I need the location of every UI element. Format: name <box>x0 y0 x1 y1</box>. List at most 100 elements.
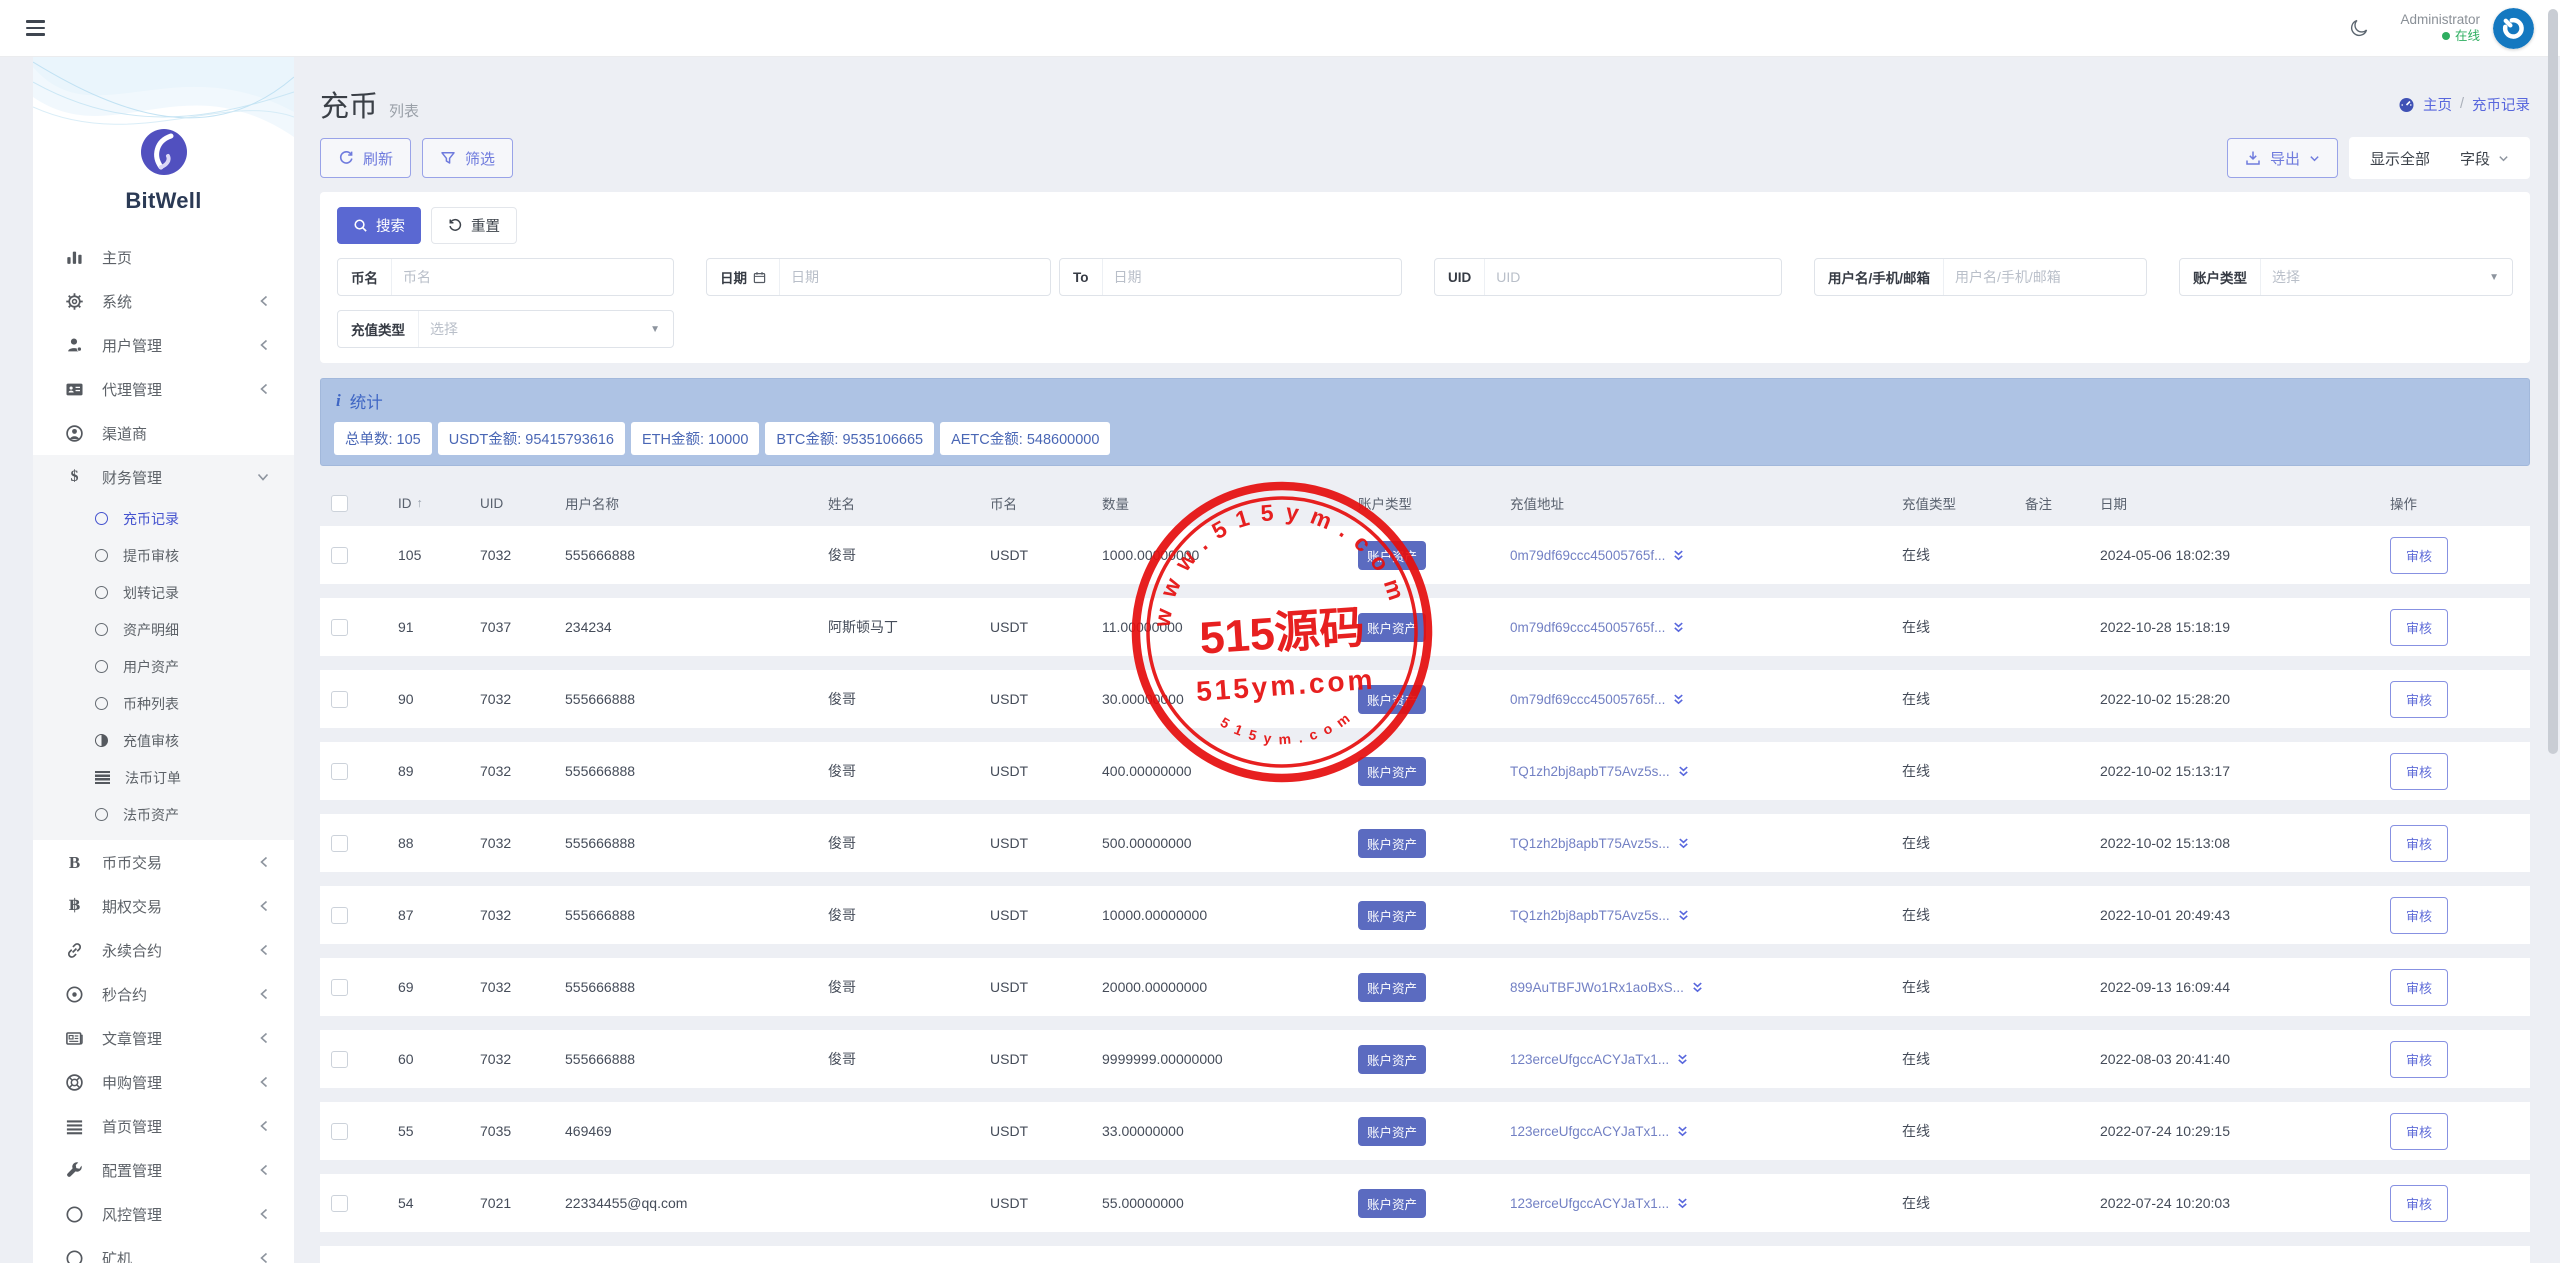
audit-button[interactable]: 审核 <box>2390 968 2449 1006</box>
sidebar-item-label: 配置管理 <box>102 1162 163 1180</box>
sidebar-item-miner[interactable]: 矿机 <box>33 1236 294 1263</box>
circledot-icon <box>63 985 86 1004</box>
audit-button[interactable]: 审核 <box>2390 536 2449 574</box>
filter-label: 用户名/手机/邮箱 <box>1815 259 1945 295</box>
row-checkbox[interactable] <box>331 906 348 924</box>
cell-amount: 30.00000000 <box>1102 691 1184 707</box>
stat-badge: ETH金额: 10000 <box>631 422 760 455</box>
account-type-select[interactable]: 选择 ▼ <box>2272 269 2499 285</box>
select-all-checkbox[interactable] <box>331 494 348 512</box>
sidebar-subitem-label: 币种列表 <box>123 695 179 712</box>
address-expand-icon[interactable] <box>1677 765 1690 778</box>
sidebar-item-coin-trade[interactable]: B 币币交易 <box>33 840 294 884</box>
menu-toggle-icon[interactable] <box>26 20 45 36</box>
sidebar-item-label: 系统 <box>102 293 133 311</box>
address-expand-icon[interactable] <box>1677 909 1690 922</box>
address-expand-icon[interactable] <box>1677 837 1690 850</box>
date-from-input[interactable] <box>780 269 1050 285</box>
sidebar-item-risk-mgmt[interactable]: 风控管理 <box>33 1192 294 1236</box>
row-checkbox[interactable] <box>331 1050 348 1068</box>
audit-button[interactable]: 审核 <box>2390 1040 2449 1078</box>
scrollbar-thumb[interactable] <box>2548 9 2558 754</box>
breadcrumb-current[interactable]: 充币记录 <box>2472 97 2530 114</box>
audit-button[interactable]: 审核 <box>2390 1112 2449 1150</box>
chevron-left-icon <box>258 1163 270 1177</box>
sidebar-subitem-deposit-records[interactable]: 充币记录 <box>33 500 294 537</box>
sidebar-item-finance-mgmt[interactable]: $ 财务管理 <box>33 455 294 499</box>
sidebar-item-second-contract[interactable]: 秒合约 <box>33 972 294 1016</box>
sidebar-subitem-user-assets[interactable]: 用户资产 <box>33 648 294 685</box>
sidebar-item-subscribe-mgmt[interactable]: 申购管理 <box>33 1060 294 1104</box>
sidebar-subitem-withdraw-review[interactable]: 提币审核 <box>33 537 294 574</box>
sidebar-item-channel[interactable]: 渠道商 <box>33 411 294 455</box>
row-checkbox[interactable] <box>331 1122 348 1140</box>
uid-input[interactable] <box>1485 269 1781 285</box>
filter-button[interactable]: 筛选 <box>422 138 514 178</box>
address-expand-icon[interactable] <box>1672 693 1685 706</box>
sidebar-subitem-coin-list[interactable]: 币种列表 <box>33 685 294 722</box>
audit-button[interactable]: 审核 <box>2390 608 2449 646</box>
cell-amount: 400.00000000 <box>1102 763 1192 779</box>
brand-logo <box>140 129 187 175</box>
audit-button[interactable]: 审核 <box>2390 752 2449 790</box>
sidebar-item-user-mgmt[interactable]: 用户管理 <box>33 323 294 367</box>
sidebar-item-article-mgmt[interactable]: 文章管理 <box>33 1016 294 1060</box>
audit-button[interactable]: 审核 <box>2390 680 2449 718</box>
sidebar-subitem-recharge-review[interactable]: 充值审核 <box>33 722 294 759</box>
refresh-button[interactable]: 刷新 <box>320 138 412 178</box>
row-checkbox[interactable] <box>331 546 348 564</box>
address-expand-icon[interactable] <box>1676 1125 1689 1138</box>
row-checkbox[interactable] <box>331 834 348 852</box>
export-button[interactable]: 导出 <box>2226 138 2338 178</box>
sidebar-item-config-mgmt[interactable]: 配置管理 <box>33 1148 294 1192</box>
audit-button[interactable]: 审核 <box>2390 896 2449 934</box>
recharge-type-select[interactable]: 选择 ▼ <box>430 321 660 337</box>
user-status: 在线 <box>2400 29 2480 45</box>
sidebar-subitem-label: 划转记录 <box>123 584 179 601</box>
column-header: ID ↑ <box>398 495 423 511</box>
cell-uid: 7032 <box>480 691 512 707</box>
fields-button[interactable]: 字段 <box>2445 137 2524 179</box>
address-expand-icon[interactable] <box>1691 981 1704 994</box>
row-checkbox[interactable] <box>331 618 348 636</box>
cell-coin: USDT <box>990 1123 1029 1139</box>
address-expand-icon[interactable] <box>1672 549 1685 562</box>
idcard-icon <box>63 380 86 399</box>
radio-icon <box>95 623 108 636</box>
page-scrollbar[interactable] <box>2548 4 2558 1259</box>
sidebar-subitem-fiat-assets[interactable]: 法币资产 <box>33 796 294 833</box>
address-expand-icon[interactable] <box>1676 1053 1689 1066</box>
cell-recharge-type: 在线 <box>1902 1123 1930 1139</box>
sidebar-item-system[interactable]: 系统 <box>33 279 294 323</box>
row-checkbox[interactable] <box>331 1194 348 1212</box>
show-all-button[interactable]: 显示全部 <box>2355 137 2445 179</box>
date-to-input[interactable] <box>1102 269 1401 285</box>
cell-uid: 7021 <box>480 1195 512 1211</box>
sidebar-subitem-asset-detail[interactable]: 资产明细 <box>33 611 294 648</box>
avatar[interactable] <box>2493 7 2534 49</box>
dark-mode-moon-icon[interactable] <box>2348 17 2370 39</box>
sidebar-subitem-transfer-records[interactable]: 划转记录 <box>33 574 294 611</box>
row-checkbox[interactable] <box>331 978 348 996</box>
breadcrumb-home[interactable]: 主页 <box>2422 97 2452 114</box>
reset-button[interactable]: 重置 <box>431 207 517 244</box>
address-expand-icon[interactable] <box>1672 621 1685 634</box>
audit-button[interactable]: 审核 <box>2390 824 2449 862</box>
search-button[interactable]: 搜索 <box>337 207 421 244</box>
cell-action: 审核 <box>2390 608 2530 646</box>
sidebar-item-homepage-mgmt[interactable]: 首页管理 <box>33 1104 294 1148</box>
sidebar-item-agent-mgmt[interactable]: 代理管理 <box>33 367 294 411</box>
username-phone-email-input[interactable] <box>1944 269 2146 285</box>
row-checkbox[interactable] <box>331 762 348 780</box>
sort-asc-icon[interactable]: ↑ <box>416 496 423 510</box>
address-expand-icon[interactable] <box>1676 1197 1689 1210</box>
sidebar-item-home[interactable]: 主页 <box>33 235 294 279</box>
sidebar-item-option-trade[interactable]: ฿ 期权交易 <box>33 884 294 928</box>
audit-button[interactable]: 审核 <box>2390 1184 2449 1222</box>
sidebar-item-perpetual[interactable]: 永续合约 <box>33 928 294 972</box>
gear-icon <box>63 292 86 311</box>
cell-address: 123erceUfgccACYJaTx1... <box>1510 1196 1902 1211</box>
coin-name-input[interactable] <box>392 269 673 285</box>
row-checkbox[interactable] <box>331 690 348 708</box>
sidebar-subitem-fiat-orders[interactable]: 法币订单 <box>33 759 294 796</box>
